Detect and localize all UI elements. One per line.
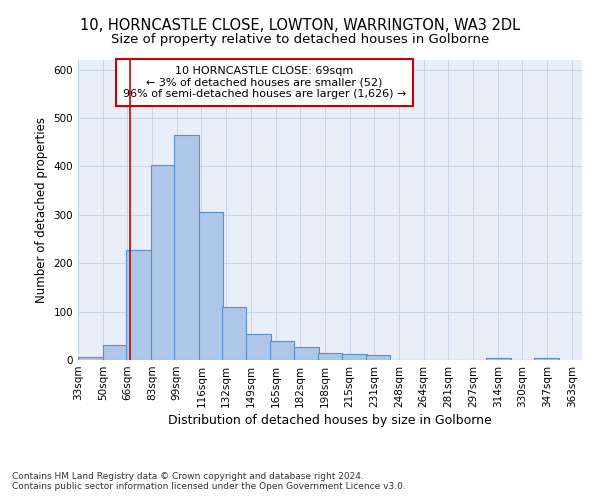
Bar (199, 212, 223, 360)
Text: Contains HM Land Registry data © Crown copyright and database right 2024.: Contains HM Land Registry data © Crown c… (12, 472, 364, 481)
Text: Contains public sector information licensed under the Open Government Licence v3: Contains public sector information licen… (12, 482, 406, 491)
Bar (365, 355, 390, 360)
Bar (126, 250, 151, 360)
Bar (270, 341, 295, 360)
Bar (534, 358, 559, 360)
Bar (486, 358, 511, 360)
Text: Size of property relative to detached houses in Golborne: Size of property relative to detached ho… (111, 32, 489, 46)
Bar (103, 346, 127, 360)
Bar (174, 136, 199, 360)
Bar (343, 354, 367, 360)
X-axis label: Distribution of detached houses by size in Golborne: Distribution of detached houses by size … (168, 414, 492, 427)
Text: 10 HORNCASTLE CLOSE: 69sqm
← 3% of detached houses are smaller (52)
96% of semi-: 10 HORNCASTLE CLOSE: 69sqm ← 3% of detac… (123, 66, 406, 99)
Text: 10, HORNCASTLE CLOSE, LOWTON, WARRINGTON, WA3 2DL: 10, HORNCASTLE CLOSE, LOWTON, WARRINGTON… (80, 18, 520, 32)
Bar (78, 356, 103, 360)
Y-axis label: Number of detached properties: Number of detached properties (35, 117, 48, 303)
Bar (247, 334, 271, 360)
Bar (222, 307, 247, 360)
Bar (151, 166, 175, 360)
Bar (295, 348, 319, 360)
Bar (317, 352, 343, 360)
